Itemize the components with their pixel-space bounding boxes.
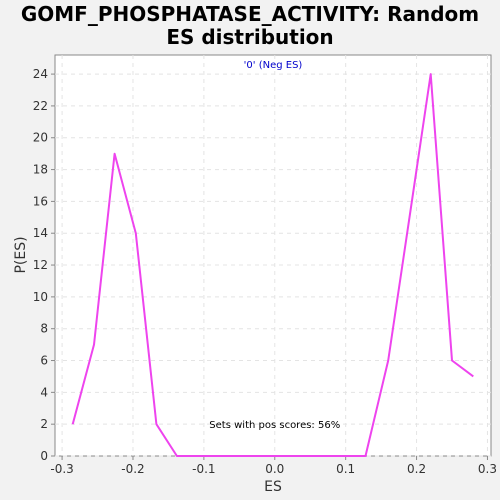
- y-tick-label: 0: [40, 449, 48, 463]
- series-line: [71, 73, 474, 457]
- x-axis-ticks: -0.3 -0.2 -0.1 0.0 0.1 0.2 0.3: [50, 456, 497, 476]
- y-tick-label: 10: [33, 290, 48, 304]
- x-tick-label: 0.0: [265, 462, 284, 476]
- chart-title-line2: ES distribution: [166, 25, 333, 49]
- series-group: [71, 73, 474, 457]
- y-tick-label: 6: [40, 354, 48, 368]
- chart-title-line1: GOMF_PHOSPHATASE_ACTIVITY: Random: [21, 2, 479, 26]
- grid-lines: [55, 55, 491, 457]
- y-tick-label: 12: [33, 258, 48, 272]
- x-tick-label: 0.3: [478, 462, 497, 476]
- y-tick-label: 24: [33, 67, 48, 81]
- y-tick-label: 22: [33, 99, 48, 113]
- y-tick-label: 4: [40, 385, 48, 399]
- y-tick-label: 2: [40, 417, 48, 431]
- y-axis-label: P(ES): [13, 236, 29, 273]
- x-tick-label: 0.2: [407, 462, 426, 476]
- y-tick-label: 18: [33, 163, 48, 177]
- plot-area: [54, 54, 492, 457]
- x-tick-label: -0.3: [50, 462, 73, 476]
- y-tick-label: 20: [33, 131, 48, 145]
- pos-scores-annotation: Sets with pos scores: 56%: [209, 420, 340, 431]
- x-tick-label: -0.1: [192, 462, 215, 476]
- y-tick-label: 8: [40, 322, 48, 336]
- x-axis-label: ES: [264, 479, 282, 495]
- y-tick-label: 14: [33, 226, 48, 240]
- legend-entry: '0' (Neg ES): [244, 60, 303, 71]
- x-tick-label: -0.2: [121, 462, 144, 476]
- x-tick-label: 0.1: [336, 462, 355, 476]
- y-tick-label: 16: [33, 194, 48, 208]
